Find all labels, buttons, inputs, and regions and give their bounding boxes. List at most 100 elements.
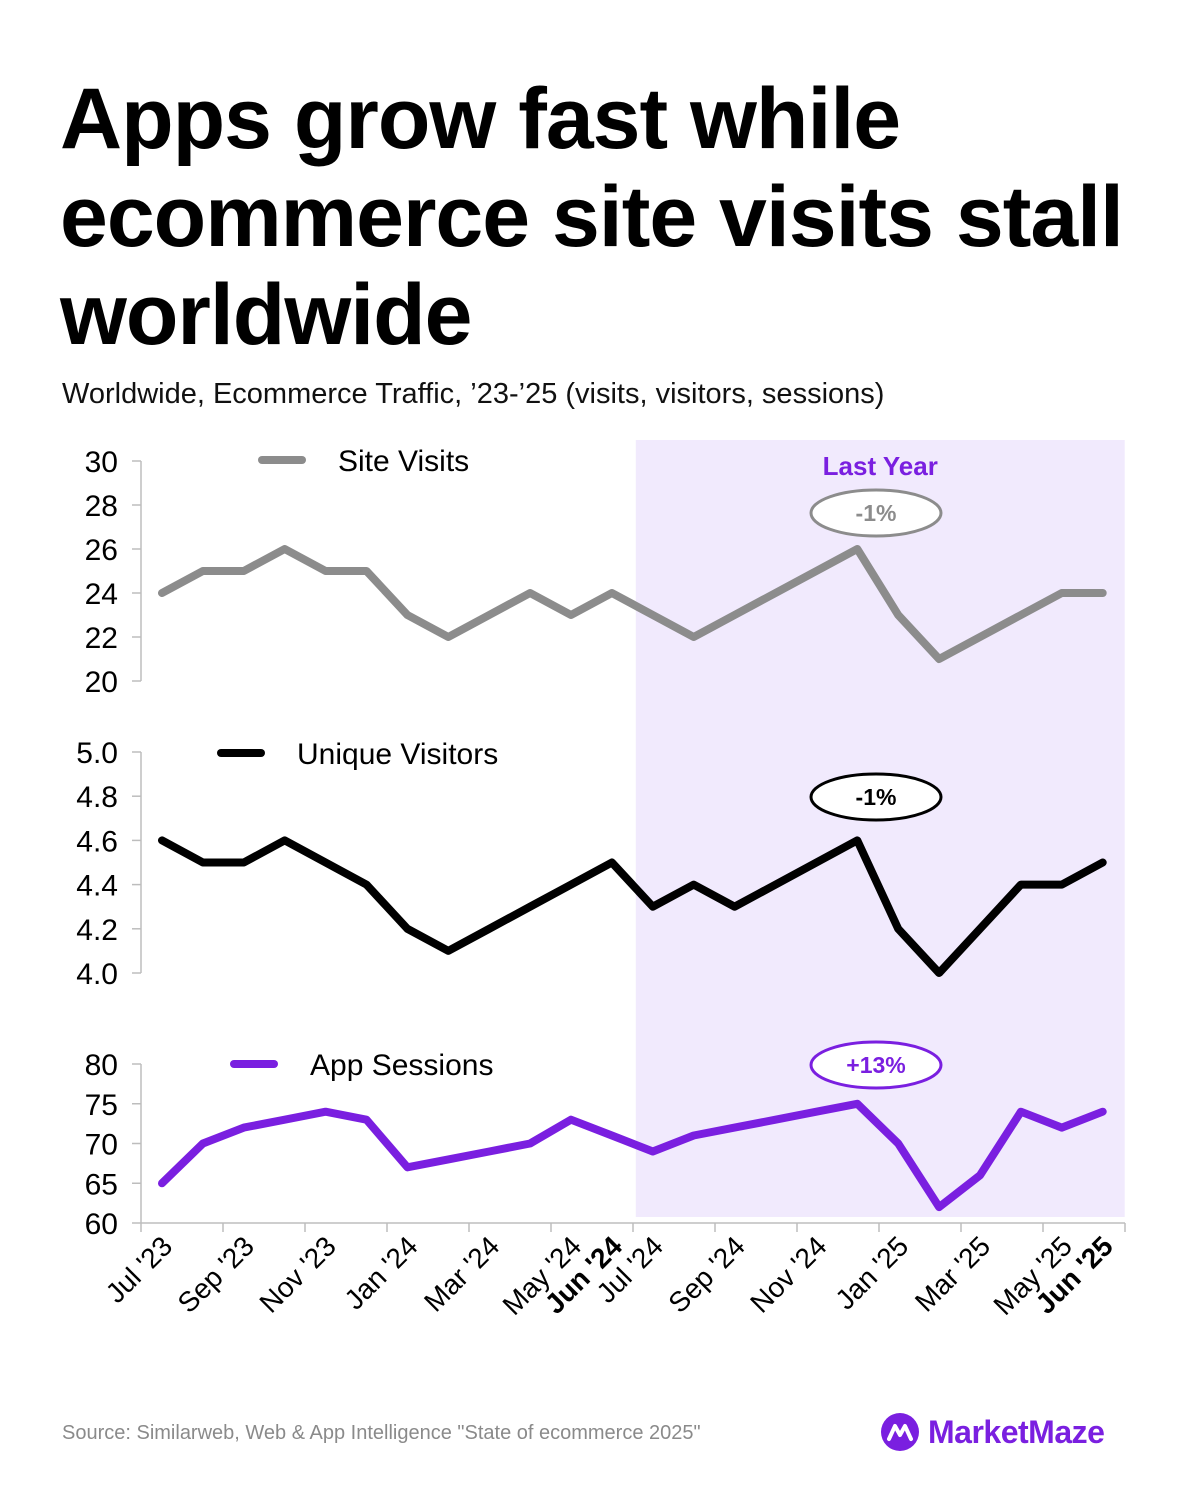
unique-visitors-point <box>568 882 574 888</box>
site-visits-point <box>241 568 247 574</box>
brand-logo: MarketMaze <box>880 1412 1105 1452</box>
app-sessions-point <box>1018 1109 1024 1115</box>
site-visits-point <box>282 546 288 552</box>
unique-visitors-point <box>609 860 615 866</box>
site-visits-y-tick-label: 20 <box>85 666 118 699</box>
unique-visitors-point <box>364 882 370 888</box>
app-sessions-point <box>650 1148 656 1154</box>
app-sessions-point <box>1059 1125 1065 1131</box>
unique-visitors-point <box>200 860 206 866</box>
x-tick-label: Nov '23 <box>253 1230 341 1318</box>
unique-visitors-point <box>1059 882 1065 888</box>
site-visits-y-tick-label: 24 <box>85 578 118 611</box>
app-sessions-y-tick-label: 60 <box>85 1208 118 1241</box>
site-visits-point <box>200 568 206 574</box>
unique-visitors-point <box>773 882 779 888</box>
app-sessions-point <box>282 1117 288 1123</box>
app-sessions-point <box>895 1141 901 1147</box>
app-sessions-y-tick-label: 70 <box>85 1129 118 1162</box>
traffic-chart: Last Year 20 22 24 26 28 30 Site Visits -1% 4.0 4.… <box>76 440 1126 1321</box>
app-sessions-point <box>568 1117 574 1123</box>
site-visits-y-tick-label: 22 <box>85 622 118 655</box>
site-visits-point <box>527 590 533 596</box>
brand-name: MarketMaze <box>928 1413 1105 1450</box>
app-sessions-point <box>527 1141 533 1147</box>
x-tick-label: Sep '23 <box>172 1230 260 1318</box>
site-visits-point <box>323 568 329 574</box>
unique-visitors-change-label: -1% <box>856 784 897 810</box>
site-visits-y-tick-label: 28 <box>85 490 118 523</box>
x-tick-label: Jan '25 <box>829 1230 914 1315</box>
site-visits-point <box>977 634 983 640</box>
x-tick-label: Sep '24 <box>662 1230 750 1318</box>
site-visits-change-badge <box>809 488 943 538</box>
site-visits-point <box>732 612 738 618</box>
app-sessions-line <box>158 1099 1107 1212</box>
unique-visitors-y-tick-label: 4.6 <box>76 825 118 858</box>
brand-icon <box>881 1413 919 1451</box>
unique-visitors-y-tick-label: 4.2 <box>76 914 118 947</box>
x-tick-label: Mar '24 <box>418 1230 505 1317</box>
unique-visitors-point <box>404 926 410 932</box>
unique-visitors-point <box>854 837 860 843</box>
app-sessions-point <box>936 1204 942 1210</box>
unique-visitors-point <box>895 926 901 932</box>
unique-visitors-point <box>936 970 942 976</box>
site-visits-point <box>404 612 410 618</box>
site-visits-point <box>895 612 901 618</box>
app-sessions-point <box>364 1117 370 1123</box>
site-visits-point <box>650 612 656 618</box>
site-visits-point <box>1018 612 1024 618</box>
unique-visitors-y-tick-label: 5.0 <box>76 737 118 770</box>
unique-visitors-point <box>323 860 329 866</box>
app-sessions-point <box>1100 1109 1106 1115</box>
x-tick-label: Jan '24 <box>338 1230 423 1315</box>
unique-visitors-legend-label: Unique Visitors <box>297 738 498 771</box>
unique-visitors-point <box>159 837 165 843</box>
app-sessions-point <box>159 1180 165 1186</box>
site-visits-y-tick-label: 26 <box>85 534 118 567</box>
app-sessions-legend-label: App Sessions <box>310 1049 493 1082</box>
page-title: Apps grow fast while ecommerce site visi… <box>60 71 1124 363</box>
unique-visitors-line <box>158 836 1107 977</box>
site-visits-point <box>936 656 942 662</box>
app-sessions-point <box>732 1125 738 1131</box>
unique-visitors-point <box>650 904 656 910</box>
site-visits-line <box>158 545 1107 663</box>
site-visits-point <box>691 634 697 640</box>
app-sessions-y-tick-label: 75 <box>85 1089 118 1122</box>
app-sessions-point <box>241 1125 247 1131</box>
unique-visitors-point <box>732 904 738 910</box>
site-visits-y-tick-label: 30 <box>85 446 118 479</box>
source-note: Source: Similarweb, Web & App Intelligen… <box>62 1422 701 1444</box>
app-sessions-change-badge <box>809 1040 943 1090</box>
site-visits-legend-label: Site Visits <box>338 445 469 478</box>
app-sessions-point <box>854 1101 860 1107</box>
last-year-highlight <box>635 440 1125 1217</box>
app-sessions-point <box>609 1133 615 1139</box>
unique-visitors-change-badge <box>809 772 943 822</box>
x-tick-label: Jul '23 <box>100 1230 179 1309</box>
app-sessions-point <box>445 1156 451 1162</box>
unique-visitors-y-tick-label: 4.0 <box>76 958 118 991</box>
app-sessions-point <box>404 1164 410 1170</box>
unique-visitors-point <box>691 882 697 888</box>
app-sessions-change-label: +13% <box>846 1052 905 1078</box>
app-sessions-point <box>691 1133 697 1139</box>
app-sessions-point <box>977 1172 983 1178</box>
unique-visitors-point <box>977 926 983 932</box>
app-sessions-point <box>200 1141 206 1147</box>
unique-visitors-y-tick-label: 4.4 <box>76 870 118 903</box>
site-visits-point <box>445 634 451 640</box>
app-sessions-point <box>323 1109 329 1115</box>
site-visits-point <box>773 590 779 596</box>
site-visits-point <box>1059 590 1065 596</box>
unique-visitors-point <box>486 926 492 932</box>
site-visits-change-label: -1% <box>856 500 897 526</box>
unique-visitors-point <box>241 860 247 866</box>
app-sessions-y-tick-label: 80 <box>85 1049 118 1082</box>
x-tick-label: Mar '25 <box>909 1230 996 1317</box>
app-sessions-point <box>773 1117 779 1123</box>
unique-visitors-y-tick-label: 4.8 <box>76 781 118 814</box>
unique-visitors-point <box>813 860 819 866</box>
